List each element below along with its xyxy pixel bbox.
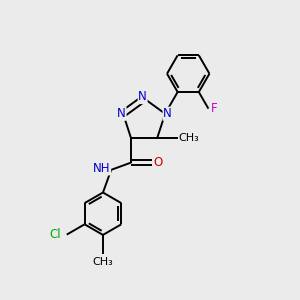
Text: N: N bbox=[117, 107, 126, 120]
Text: O: O bbox=[154, 156, 163, 169]
Text: CH₃: CH₃ bbox=[178, 133, 199, 142]
Text: NH: NH bbox=[93, 162, 110, 175]
Text: F: F bbox=[211, 102, 217, 115]
Text: N: N bbox=[163, 107, 172, 120]
Text: CH₃: CH₃ bbox=[93, 257, 113, 267]
Text: Cl: Cl bbox=[50, 228, 62, 241]
Text: N: N bbox=[138, 91, 147, 103]
